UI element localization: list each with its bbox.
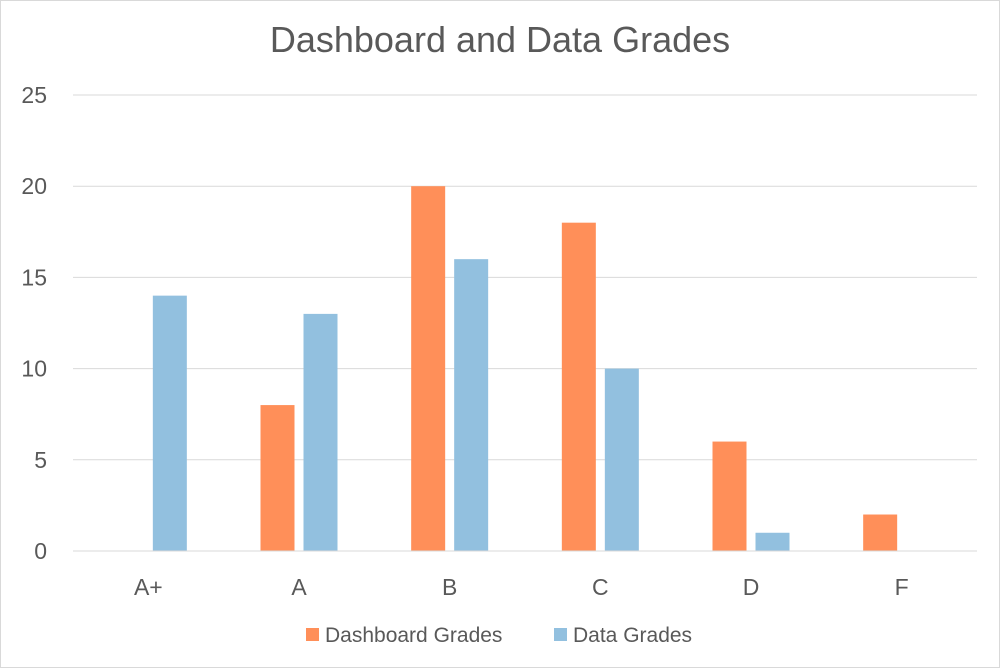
x-tick-label: B	[442, 574, 457, 600]
bar-dashboard-grades-D	[712, 441, 747, 551]
x-axis-ticks: A+ A B C D F	[134, 574, 909, 600]
bar-dashboard-grades-A	[260, 405, 295, 551]
bar-dashboard-grades-F	[863, 514, 898, 551]
x-tick-label: A+	[134, 574, 163, 600]
y-tick-label: 0	[34, 538, 47, 564]
legend-swatch	[306, 628, 319, 641]
x-tick-label: C	[592, 574, 609, 600]
bar-dashboard-grades-C	[561, 222, 596, 551]
y-tick-label: 10	[21, 356, 47, 382]
y-tick-label: 25	[21, 82, 47, 108]
bar-data-grades-A	[303, 313, 338, 551]
legend: Dashboard Grades Data Grades	[306, 624, 692, 647]
legend-swatch	[554, 628, 567, 641]
y-tick-label: 15	[21, 264, 47, 290]
bar-data-grades-D	[755, 532, 790, 551]
x-tick-label: D	[743, 574, 760, 600]
chart-title: Dashboard and Data Grades	[269, 19, 731, 60]
bars	[152, 186, 898, 551]
bar-data-grades-A+	[152, 295, 187, 551]
x-tick-label: A	[291, 574, 307, 600]
legend-label: Dashboard Grades	[325, 624, 502, 647]
bar-data-grades-B	[454, 259, 489, 551]
y-tick-label: 20	[21, 173, 47, 199]
bar-data-grades-C	[604, 368, 639, 551]
y-tick-label: 5	[34, 447, 47, 473]
legend-label: Data Grades	[573, 624, 692, 647]
x-tick-label: F	[895, 574, 909, 600]
y-axis-ticks: 0 5 10 15 20 25	[21, 82, 47, 564]
gridlines	[73, 94, 977, 461]
bar-dashboard-grades-B	[411, 186, 446, 551]
